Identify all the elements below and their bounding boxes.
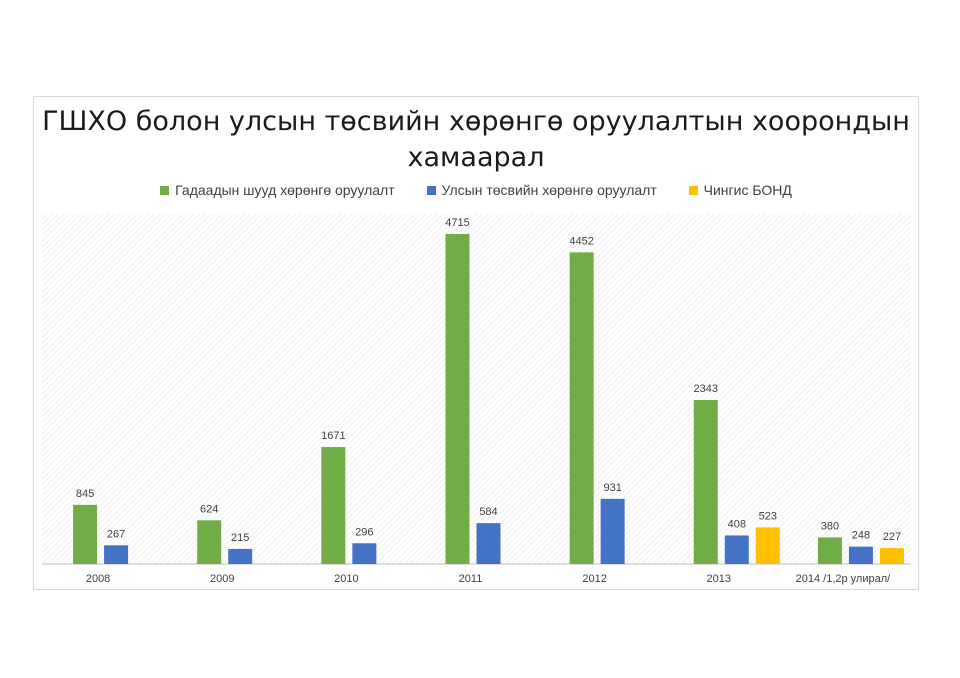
bar-chinggis-bond-5 bbox=[755, 527, 780, 564]
bar-state-budget-1 bbox=[228, 548, 253, 564]
chart-title-line-2: хамаарал bbox=[407, 142, 545, 173]
legend-item-chinggis-bond: Чингис БОНД bbox=[688, 182, 792, 198]
legend-swatch-chinggis-bond bbox=[688, 186, 698, 195]
plot-area bbox=[42, 214, 911, 564]
bar-fdi-6 bbox=[817, 537, 842, 564]
data-label-state-budget-3: 584 bbox=[479, 506, 497, 518]
bar-fdi-1 bbox=[197, 520, 222, 564]
data-label-state-budget-5: 408 bbox=[728, 518, 746, 530]
bar-state-budget-0 bbox=[104, 545, 129, 564]
data-label-state-budget-0: 267 bbox=[107, 528, 125, 540]
chart-title: ГШХО болон улсын төсвийн хөрөнгө оруулал… bbox=[33, 104, 919, 176]
bar-state-budget-2 bbox=[352, 543, 377, 564]
data-label-state-budget-4: 931 bbox=[603, 482, 621, 494]
x-tick-label-4: 2012 bbox=[582, 573, 606, 585]
bar-state-budget-6 bbox=[848, 546, 873, 564]
legend-label-chinggis-bond: Чингис БОНД bbox=[703, 182, 792, 198]
x-tick-label-5: 2013 bbox=[707, 573, 731, 585]
legend-label-state-budget: Улсын төсвийн хөрөнгө оруулалт bbox=[441, 182, 657, 198]
x-tick-label-3: 2011 bbox=[459, 573, 483, 585]
data-label-fdi-0: 845 bbox=[76, 488, 94, 500]
data-label-fdi-6: 380 bbox=[821, 520, 839, 532]
chart-title-line-1: ГШХО болон улсын төсвийн хөрөнгө оруулал… bbox=[42, 106, 910, 137]
x-tick-label-2: 2010 bbox=[334, 573, 358, 585]
bar-chinggis-bond-6 bbox=[879, 548, 904, 564]
bar-fdi-5 bbox=[693, 399, 718, 564]
legend-swatch-state-budget bbox=[426, 186, 436, 195]
data-label-fdi-1: 624 bbox=[200, 503, 218, 515]
bar-fdi-0 bbox=[73, 504, 98, 564]
data-label-chinggis-bond-5: 523 bbox=[759, 510, 777, 522]
bar-fdi-2 bbox=[321, 447, 346, 564]
bar-state-budget-5 bbox=[724, 535, 749, 564]
data-label-fdi-5: 2343 bbox=[694, 383, 718, 395]
x-tick-label-1: 2009 bbox=[210, 573, 234, 585]
x-tick-label-6: 2014 /1,2р улирал/ bbox=[796, 573, 892, 585]
bar-state-budget-4 bbox=[600, 498, 625, 564]
chart-legend: Гадаадын шууд хөрөнгө оруулалт Улсын төс… bbox=[33, 182, 919, 198]
data-label-fdi-4: 4452 bbox=[569, 235, 593, 247]
bar-state-budget-3 bbox=[476, 523, 501, 564]
legend-item-state-budget: Улсын төсвийн хөрөнгө оруулалт bbox=[426, 182, 657, 198]
data-label-state-budget-2: 296 bbox=[355, 526, 373, 538]
data-label-fdi-2: 1671 bbox=[321, 430, 345, 442]
data-label-state-budget-6: 248 bbox=[852, 530, 870, 542]
legend-label-fdi: Гадаадын шууд хөрөнгө оруулалт bbox=[175, 182, 395, 198]
bar-fdi-4 bbox=[569, 252, 594, 565]
data-label-chinggis-bond-6: 227 bbox=[883, 531, 901, 543]
legend-swatch-fdi bbox=[160, 186, 170, 195]
bar-fdi-3 bbox=[445, 233, 470, 564]
legend-item-fdi: Гадаадын шууд хөрөнгө оруулалт bbox=[160, 182, 395, 198]
data-label-state-budget-1: 215 bbox=[231, 532, 249, 544]
x-tick-label-0: 2008 bbox=[86, 573, 110, 585]
data-label-fdi-3: 4715 bbox=[445, 217, 469, 229]
